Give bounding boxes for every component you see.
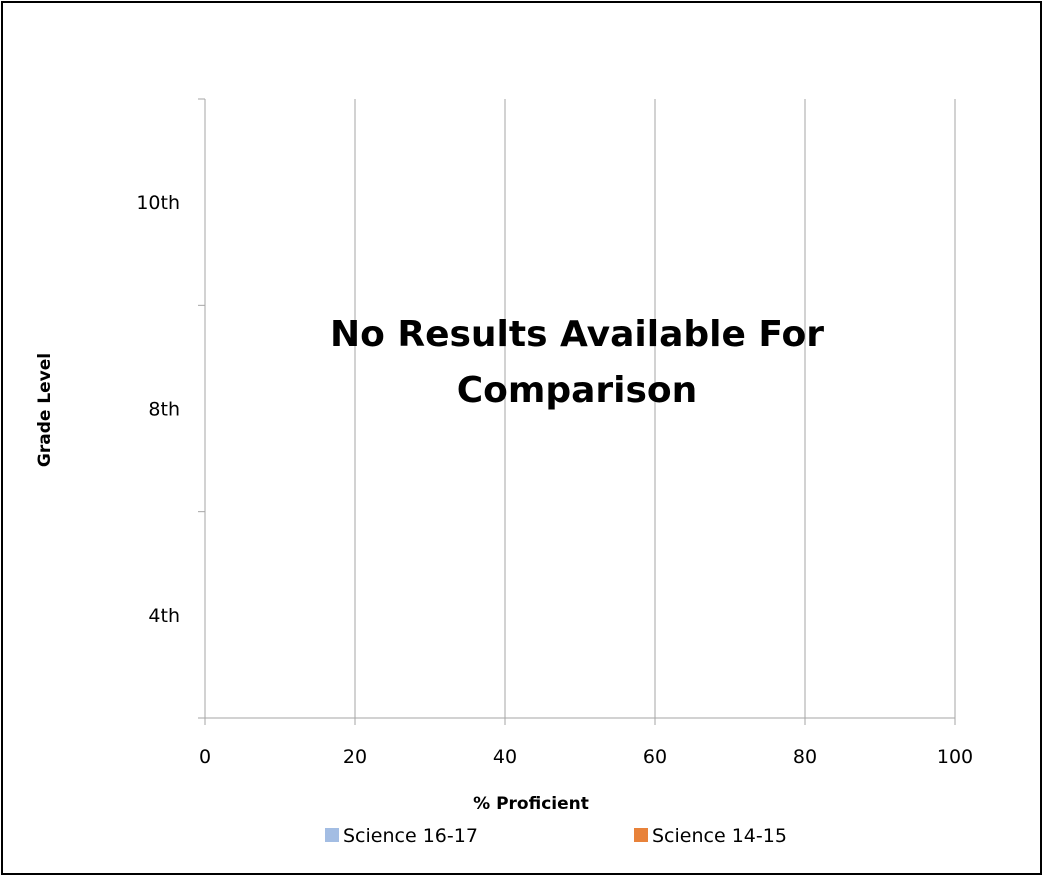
- x-tick-label-60: 60: [643, 746, 667, 768]
- y-tick-label-10th: 10th: [136, 192, 180, 214]
- no-results-line-2: Comparison: [457, 370, 698, 411]
- y-tick-label-4th: 4th: [148, 605, 180, 627]
- legend-swatch-science-14-15: [634, 828, 648, 842]
- x-tick-labels: 0 20 40 60 80 100: [199, 746, 973, 768]
- x-tick-label-100: 100: [937, 746, 973, 768]
- gridlines: [354, 99, 956, 718]
- legend-swatch-science-16-17: [325, 828, 339, 842]
- x-tick-label-80: 80: [793, 746, 817, 768]
- axes: [198, 98, 956, 725]
- x-tick-label-40: 40: [493, 746, 517, 768]
- y-tick-label-8th: 8th: [148, 399, 180, 421]
- legend-item-science-14-15: Science 14-15: [634, 825, 787, 847]
- legend: Science 16-17 Science 14-15: [325, 825, 787, 847]
- x-axis-title: % Proficient: [473, 794, 589, 814]
- legend-label-science-14-15: Science 14-15: [652, 825, 787, 847]
- x-tick-label-0: 0: [199, 746, 211, 768]
- y-tick-labels: 4th 8th 10th: [136, 192, 180, 627]
- x-tick-label-20: 20: [343, 746, 367, 768]
- legend-label-science-16-17: Science 16-17: [343, 825, 478, 847]
- no-results-line-1: No Results Available For: [330, 314, 824, 355]
- legend-item-science-16-17: Science 16-17: [325, 825, 478, 847]
- y-axis-title: Grade Level: [35, 353, 55, 467]
